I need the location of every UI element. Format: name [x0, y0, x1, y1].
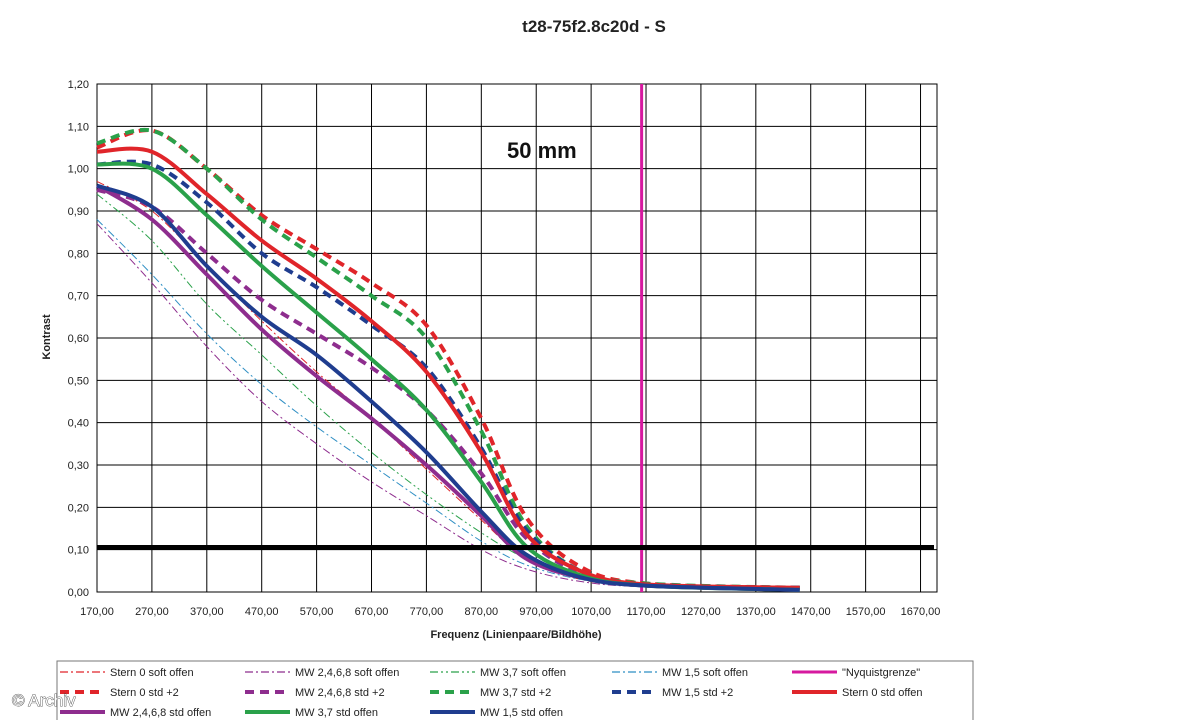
y-tick-label: 1,20 — [68, 79, 89, 91]
y-tick-label: 0,50 — [68, 375, 89, 387]
legend-label: MW 1,5 std +2 — [662, 687, 733, 699]
x-tick-label: 1470,00 — [791, 606, 831, 618]
series-line — [96, 183, 800, 592]
y-tick-label: 0,20 — [68, 502, 89, 514]
x-tick-label: 1170,00 — [627, 606, 666, 618]
y-tick-label: 0,80 — [68, 248, 89, 260]
x-tick-label: 1270,00 — [681, 606, 721, 618]
series-line — [96, 146, 800, 590]
legend-label: MW 3,7 soft offen — [480, 667, 566, 679]
x-tick-label: 570,00 — [300, 606, 334, 618]
x-tick-label: 270,00 — [135, 606, 169, 618]
x-tick-label: 670,00 — [355, 606, 389, 618]
x-tick-label: 970,00 — [519, 606, 553, 618]
legend-label: Stern 0 std offen — [842, 687, 923, 699]
y-tick-label: 0,90 — [68, 206, 89, 218]
grid — [96, 83, 938, 593]
series-lines — [95, 84, 934, 592]
legend-label: Stern 0 soft offen — [110, 667, 194, 679]
x-tick-label: 770,00 — [410, 606, 444, 618]
x-tick-label: 1670,00 — [901, 606, 941, 618]
legend-label: MW 2,4,6,8 std +2 — [295, 687, 385, 699]
legend-label: Stern 0 std +2 — [110, 687, 179, 699]
x-tick-label: 470,00 — [245, 606, 279, 618]
y-tick-label: 1,10 — [68, 121, 89, 133]
legend-label: "Nyquistgrenze" — [842, 667, 920, 679]
x-tick-label: 1570,00 — [846, 606, 886, 618]
x-tick-label: 170,00 — [80, 606, 114, 618]
y-tick-label: 0,30 — [68, 460, 89, 472]
legend-label: MW 2,4,6,8 std offen — [110, 707, 211, 719]
x-axis-label: Frequenz (Linienpaare/Bildhöhe) — [430, 629, 601, 641]
tick-labels: 170,00 270,00 370,00 470,00 570,00 670,00 770,… — [68, 79, 941, 618]
y-tick-label: 0,00 — [68, 587, 89, 599]
copyright-watermark: © Archiv — [12, 691, 76, 710]
legend-label: MW 1,5 std offen — [480, 707, 563, 719]
x-tick-label: 1070,00 — [571, 606, 611, 618]
legend-label: MW 2,4,6,8 soft offen — [295, 667, 399, 679]
legend-label: MW 1,5 soft offen — [662, 667, 748, 679]
y-tick-label: 1,00 — [68, 164, 89, 176]
x-tick-label: 370,00 — [190, 606, 224, 618]
legend: Stern 0 soft offen MW 2,4,6,8 soft offen M… — [56, 660, 974, 720]
y-tick-label: 0,10 — [68, 545, 89, 557]
series-line — [96, 193, 800, 591]
y-axis-label: Kontrast — [41, 314, 53, 360]
x-tick-label: 870,00 — [464, 606, 498, 618]
y-tick-label: 0,60 — [68, 333, 89, 345]
chart-title: t28-75f2.8c20d - S — [522, 17, 666, 36]
legend-label: MW 3,7 std offen — [295, 707, 378, 719]
x-tick-label: 1370,00 — [736, 606, 776, 618]
legend-label: MW 3,7 std +2 — [480, 687, 551, 699]
focal-length-annotation: 50 mm — [507, 138, 577, 163]
y-tick-label: 0,70 — [68, 291, 89, 303]
y-tick-label: 0,40 — [68, 418, 89, 430]
